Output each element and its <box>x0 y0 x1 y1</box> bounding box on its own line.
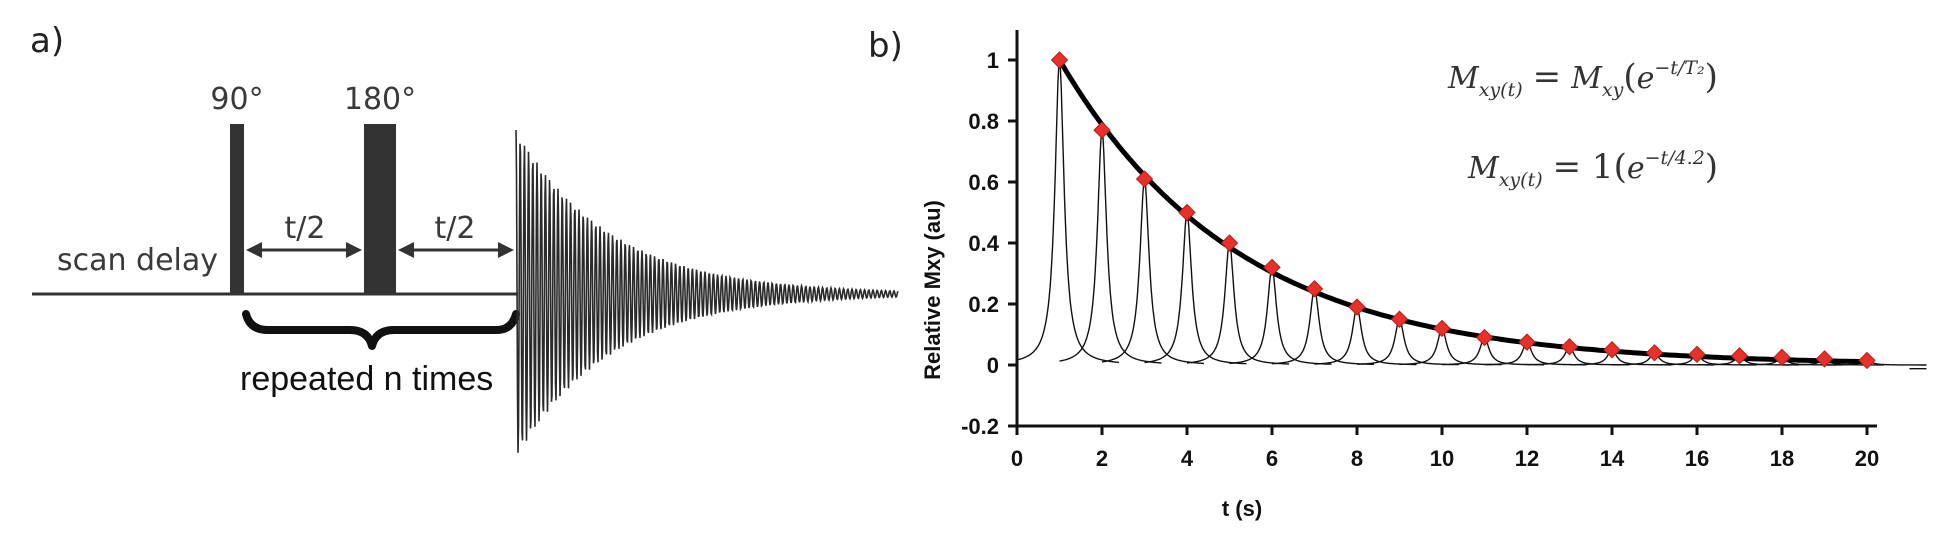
x-tick-label: 6 <box>1266 446 1278 471</box>
data-point-marker <box>1815 350 1834 368</box>
y-tick-label: 0.8 <box>968 109 999 134</box>
interval-2-label: t/2 <box>435 211 476 246</box>
data-point-marker <box>1093 121 1111 139</box>
echo-peak <box>1101 178 1204 365</box>
interval-arrow-1 <box>246 242 362 258</box>
data-point-marker <box>1305 280 1324 298</box>
x-tick-label: 12 <box>1515 446 1539 471</box>
data-point-marker <box>1645 344 1664 362</box>
interval-1-label: t/2 <box>285 211 326 246</box>
x-tick-label: 18 <box>1770 446 1794 471</box>
data-point-marker <box>1518 333 1536 351</box>
y-axis-label: Relative Mxy (au) <box>920 200 945 380</box>
pulse-90-label: 90° <box>210 82 263 117</box>
data-point-marker <box>1475 328 1494 347</box>
x-tick-label: 20 <box>1855 446 1879 471</box>
echo-peak <box>1144 212 1247 365</box>
x-tick-label: 8 <box>1351 446 1363 471</box>
chart-plot-area: -0.2 0 0.2 0.4 0.6 0.8 1 0 2 4 6 8 10 12 14 16 18 20 <box>961 30 1927 471</box>
data-point-marker <box>1050 51 1069 69</box>
y-tick-label: -0.2 <box>961 414 999 439</box>
equation-fitted: Mxy(t) = 1(e−t/4.2) <box>1467 147 1718 191</box>
x-tick-label: 0 <box>1011 446 1023 471</box>
pulse-90 <box>230 124 244 294</box>
data-point-marker <box>1773 348 1791 367</box>
fit-curve <box>1057 58 1868 365</box>
pulse-180-label: 180° <box>344 82 416 117</box>
data-point-marker <box>1220 234 1239 252</box>
y-tick-label: 0.4 <box>968 231 999 256</box>
repeat-brace <box>242 310 520 350</box>
data-point-marker <box>1348 298 1366 316</box>
echo-peak <box>1059 130 1162 364</box>
interval-arrow-2 <box>398 242 514 258</box>
x-axis-label: t (s) <box>1222 496 1262 521</box>
data-point-marker <box>1688 345 1706 364</box>
x-tick-label: 10 <box>1430 446 1454 471</box>
pulse-180 <box>364 124 396 294</box>
data-point-marker <box>1603 341 1621 359</box>
echo-train-signal <box>515 129 899 453</box>
equation-general: Mxy(t) = Mxy(e−t/T₂) <box>1447 57 1718 101</box>
data-point-marker <box>1135 170 1154 188</box>
x-tick-label: 2 <box>1096 446 1108 471</box>
x-tick-label: 4 <box>1181 446 1194 471</box>
data-point-marker <box>1433 319 1451 338</box>
echo-peak <box>1824 359 1927 366</box>
data-point-marker <box>1390 310 1409 328</box>
echo-peak <box>1016 59 1120 364</box>
panel-b-label: b) <box>868 26 903 66</box>
data-point-marker <box>1178 203 1196 222</box>
data-point-marker <box>1560 337 1579 356</box>
y-tick-label: 0 <box>987 353 999 378</box>
panel-a-label: a) <box>30 21 64 61</box>
y-tick-label: 1 <box>987 48 999 73</box>
x-tick-label: 14 <box>1600 446 1625 471</box>
y-tick-label: 0.6 <box>968 170 999 195</box>
repeat-label: repeated n times <box>240 360 493 398</box>
y-tick-label: 0.2 <box>968 292 999 317</box>
data-point-marker <box>1858 351 1876 370</box>
echo-signal-peaks <box>1016 59 1927 370</box>
data-point-marker <box>1263 258 1281 277</box>
scan-delay-label: scan delay <box>57 243 218 278</box>
panel-b: b) -0.200.20.40.60.81 0 2 4 6 8 10 12 14 16 18 20 … <box>868 26 1927 521</box>
panel-a: a) 90° 180° t/2 t/2 scan delay repeated … <box>30 21 899 453</box>
x-tick-label: 16 <box>1685 446 1709 471</box>
data-point-marker <box>1730 347 1749 365</box>
